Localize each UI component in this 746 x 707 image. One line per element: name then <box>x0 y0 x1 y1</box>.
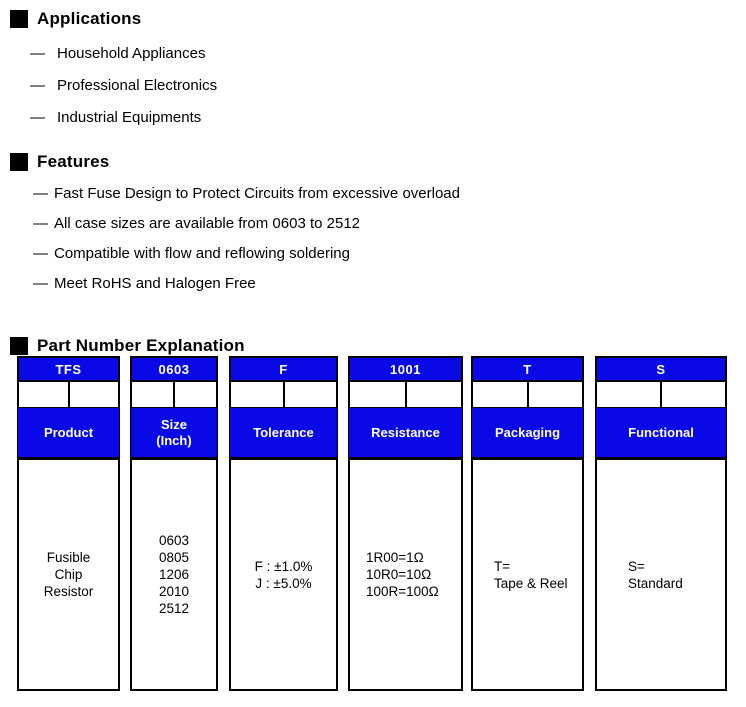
part-number-column: F Tolerance F : ±1.0% J : ±5.0% <box>229 356 338 691</box>
part-value-line: 0805 <box>158 550 190 565</box>
dash-marker: — <box>30 45 45 62</box>
connector-line <box>130 382 218 407</box>
features-title: Features <box>37 152 110 171</box>
list-item: — Professional Electronics <box>30 78 217 93</box>
connector-line <box>229 382 338 407</box>
part-code-box: TFS <box>17 356 120 382</box>
list-item: — Household Appliances <box>30 46 217 61</box>
part-code-box: T <box>471 356 584 382</box>
list-item-text: All case sizes are available from 0603 t… <box>54 215 361 232</box>
dash-marker: — <box>33 245 48 262</box>
part-number-column: TFS Product Fusible Chip Resistor <box>17 356 120 691</box>
part-value-line: Tape & Reel <box>494 575 568 591</box>
connector-line <box>471 382 584 407</box>
part-number-column: 0603 Size (Inch) 0603 0805 1206 2010 2512 <box>130 356 218 691</box>
part-number-column: T Packaging T= Tape & Reel <box>471 356 584 691</box>
list-item-text: Fast Fuse Design to Protect Circuits fro… <box>54 185 460 202</box>
part-code-box: 0603 <box>130 356 218 382</box>
part-value-line: 1206 <box>158 567 190 582</box>
part-value-line: Fusible <box>46 550 91 565</box>
part-value-line: 2512 <box>158 601 190 616</box>
part-category-box: Product <box>17 407 120 458</box>
list-item-text: Compatible with flow and reflowing solde… <box>54 245 350 262</box>
list-item: — Meet RoHS and Halogen Free <box>33 276 460 291</box>
features-list: — Fast Fuse Design to Protect Circuits fr… <box>33 186 460 306</box>
part-category-box: Resistance <box>348 407 463 458</box>
part-value-line: 0603 <box>158 533 190 548</box>
list-item: — Industrial Equipments <box>30 110 217 125</box>
part-value-line: 10R0=10Ω <box>366 567 432 582</box>
part-values-box: 1R00=1Ω 10R0=10Ω 100R=100Ω <box>348 458 463 691</box>
part-code-box: F <box>229 356 338 382</box>
part-values-box: F : ±1.0% J : ±5.0% <box>229 458 338 691</box>
part-values-box: 0603 0805 1206 2010 2512 <box>130 458 218 691</box>
part-value-line: S= <box>628 558 645 574</box>
applications-heading: Applications <box>10 9 141 28</box>
part-value-line: Resistor <box>43 584 94 599</box>
list-item: — Fast Fuse Design to Protect Circuits fr… <box>33 186 460 201</box>
dash-marker: — <box>33 215 48 232</box>
part-values-box: T= Tape & Reel <box>471 458 584 691</box>
list-item: — All case sizes are available from 0603 … <box>33 216 460 231</box>
part-category-box: Size (Inch) <box>130 407 218 458</box>
part-value-line: 1R00=1Ω <box>366 550 424 565</box>
part-number-column: 1001 Resistance 1R00=1Ω 10R0=10Ω 100R=100Ω <box>348 356 463 691</box>
list-item: — Compatible with flow and reflowing sold… <box>33 246 460 261</box>
part-number-column: S Functional S= Standard <box>595 356 727 691</box>
part-value-line: Standard <box>628 575 683 591</box>
part-value-line: J : ±5.0% <box>255 575 312 591</box>
features-heading: Features <box>10 152 109 171</box>
dash-marker: — <box>30 109 45 126</box>
part-value-line: 100R=100Ω <box>366 584 439 599</box>
part-number-heading: Part Number Explanation <box>10 336 245 355</box>
part-category-box: Functional <box>595 407 727 458</box>
part-value-line: Chip <box>54 567 83 582</box>
part-code-box: S <box>595 356 727 382</box>
list-item-text: Household Appliances <box>57 45 206 62</box>
black-square-bullet-icon <box>10 9 28 28</box>
applications-list: — Household Appliances — Professional Elect… <box>30 46 217 142</box>
part-number-diagram: TFS Product Fusible Chip Resistor 0603 Size (I… <box>0 356 746 701</box>
black-square-bullet-icon <box>10 152 28 171</box>
list-item-text: Industrial Equipments <box>57 109 202 126</box>
dash-marker: — <box>33 185 48 202</box>
part-values-box: S= Standard <box>595 458 727 691</box>
connector-line <box>17 382 120 407</box>
part-value-line: F : ±1.0% <box>254 558 313 574</box>
part-category-box: Packaging <box>471 407 584 458</box>
dash-marker: — <box>33 275 48 292</box>
list-item-text: Meet RoHS and Halogen Free <box>54 275 256 292</box>
part-category-box: Tolerance <box>229 407 338 458</box>
connector-line <box>348 382 463 407</box>
part-value-line: 2010 <box>158 584 190 599</box>
connector-line <box>595 382 727 407</box>
applications-title: Applications <box>37 9 142 28</box>
list-item-text: Professional Electronics <box>57 77 218 94</box>
dash-marker: — <box>30 77 45 94</box>
part-code-box: 1001 <box>348 356 463 382</box>
part-value-line: T= <box>494 558 511 574</box>
part-values-box: Fusible Chip Resistor <box>17 458 120 691</box>
part-number-title: Part Number Explanation <box>37 336 245 355</box>
black-square-bullet-icon <box>10 336 28 355</box>
